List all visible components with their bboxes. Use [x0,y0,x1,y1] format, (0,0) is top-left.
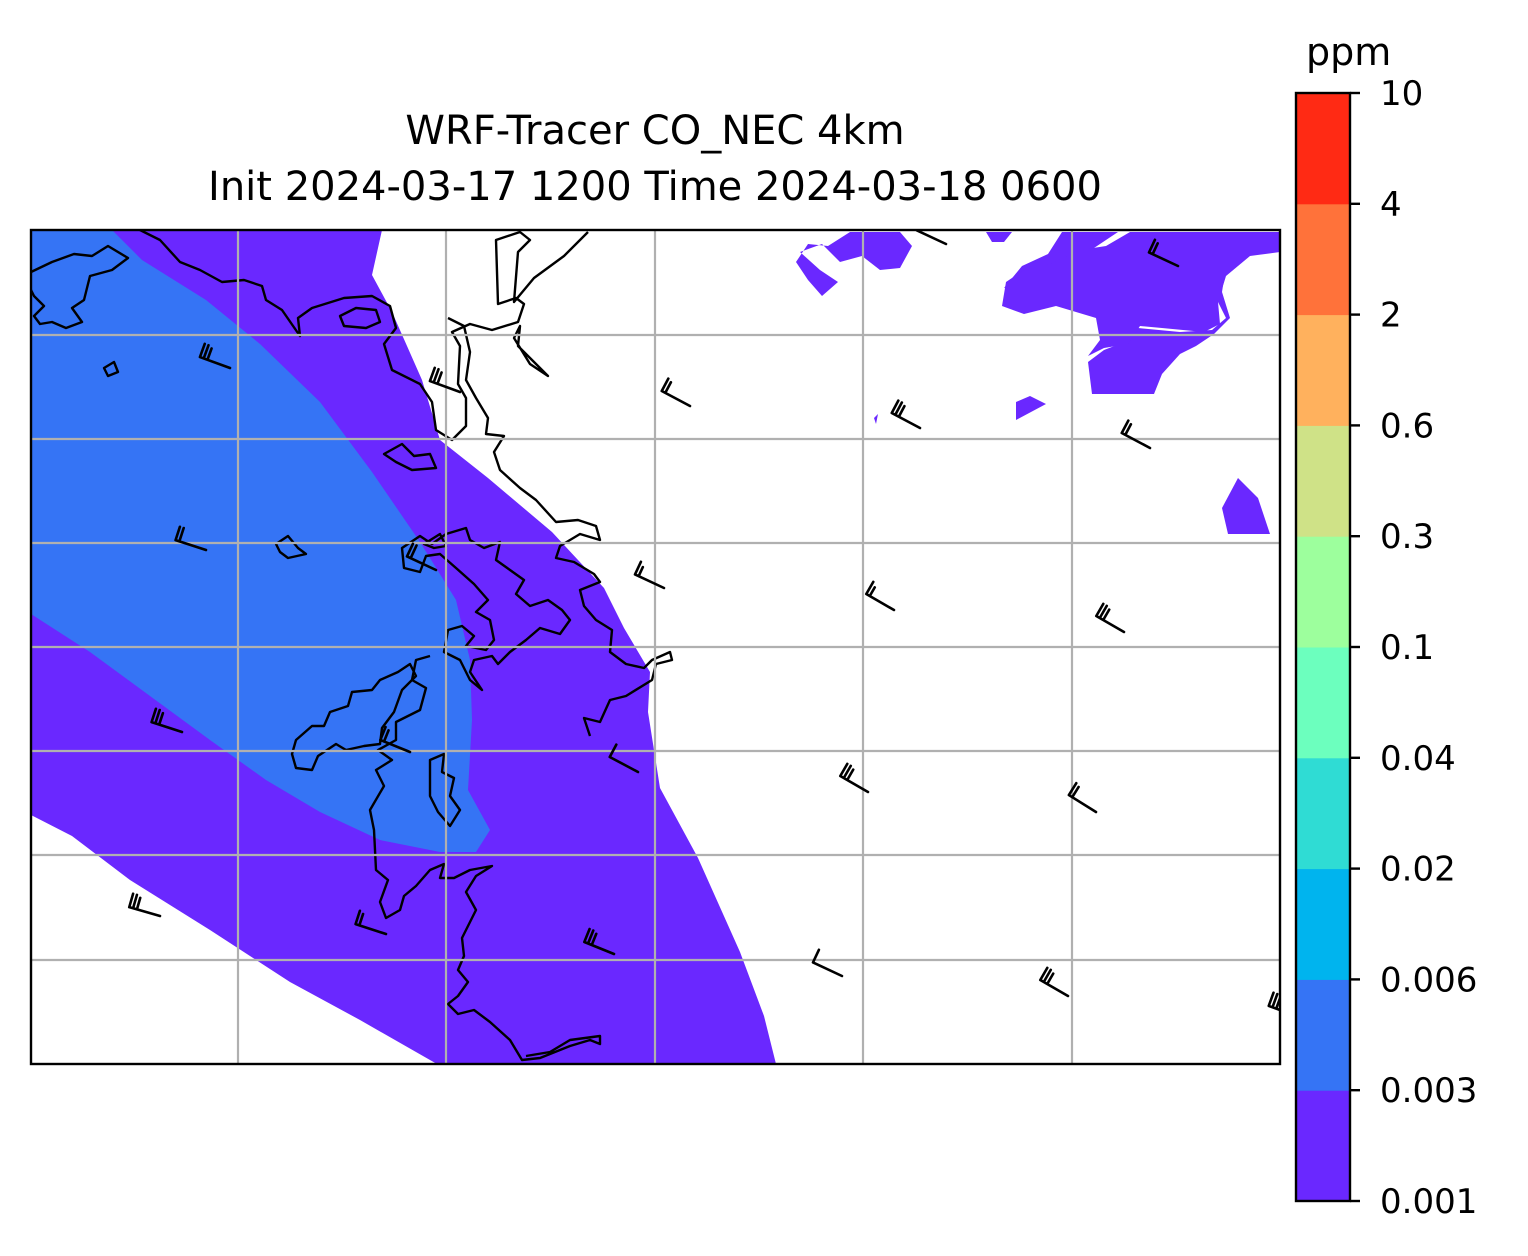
wind-barb [174,525,208,552]
colorbar-tick-label: 2 [1380,296,1402,336]
wind-barbs [127,230,1280,1012]
wind-barb [915,230,948,246]
figure-title-line1: WRF-Tracer CO_NEC 4km [405,108,905,154]
wind-barb [633,560,666,590]
figure-title-line2: Init 2024-03-17 1200 Time 2024-03-18 060… [208,164,1102,210]
colorbar: 0.001 0.003 0.006 0.02 0.04 0.1 0.3 0.6 2 4 10 [1294,74,1477,1222]
wind-barb [583,927,616,956]
wind-barb [1038,966,1070,998]
wind-barb [864,580,896,612]
concentration-patch-7 [874,414,878,424]
wind-barb [127,892,162,918]
colorbar-tick-label: 0.3 [1380,517,1434,557]
colorbar-segment-5 [1296,536,1350,648]
colorbar-tick-label: 0.003 [1380,1071,1477,1111]
colorbar-tick-label: 0.1 [1380,628,1434,668]
concentration-contour-0.003 [31,230,490,852]
wind-barb [1120,419,1152,450]
gridlines [31,230,1280,1064]
wind-barb [379,725,412,754]
wind-barb [428,366,462,394]
map-frame [29,228,1282,1066]
colorbar-tick-label: 0.006 [1380,960,1477,1000]
wind-barb [1147,238,1180,268]
colorbar-tick-label: 10 [1380,74,1423,114]
colorbar-segment-3 [1296,757,1350,870]
colorbar-segment-8 [1296,203,1350,316]
wind-barb [198,342,232,370]
wind-barb [150,707,184,734]
wind-barb [1067,781,1098,814]
colorbar-segment-2 [1296,868,1350,980]
colorbar-tick-label: 0.001 [1380,1182,1477,1222]
colorbar-unit-label: ppm [1306,30,1392,74]
colorbar-tick-label: 0.04 [1380,739,1456,779]
colorbar-segment-6 [1296,425,1350,537]
colorbar-segment-0 [1296,1090,1350,1202]
wind-barb [811,948,844,978]
wind-barb [660,377,692,408]
colorbar-segment-1 [1296,979,1350,1091]
wind-barb [354,909,388,936]
concentration-patch-1 [796,232,912,296]
colorbar-tick-label: 0.02 [1380,850,1456,890]
wind-barb [1267,991,1280,1012]
wind-barb [890,399,922,430]
coastline [31,230,674,1062]
concentration-patch-6 [1222,478,1270,534]
wind-barb [838,762,870,794]
wind-barb [608,743,640,774]
colorbar-segment-7 [1296,314,1350,426]
colorbar-tick-label: 0.6 [1380,406,1434,446]
map-panel [31,230,1280,1064]
colorbar-segment-9 [1296,93,1350,205]
concentration-patch-5 [1016,396,1046,420]
wind-barb [1094,602,1126,634]
concentration-patch-2 [986,232,1012,242]
colorbar-segment-4 [1296,647,1350,759]
colorbar-tick-label: 4 [1380,185,1402,225]
wind-barb [405,542,438,572]
